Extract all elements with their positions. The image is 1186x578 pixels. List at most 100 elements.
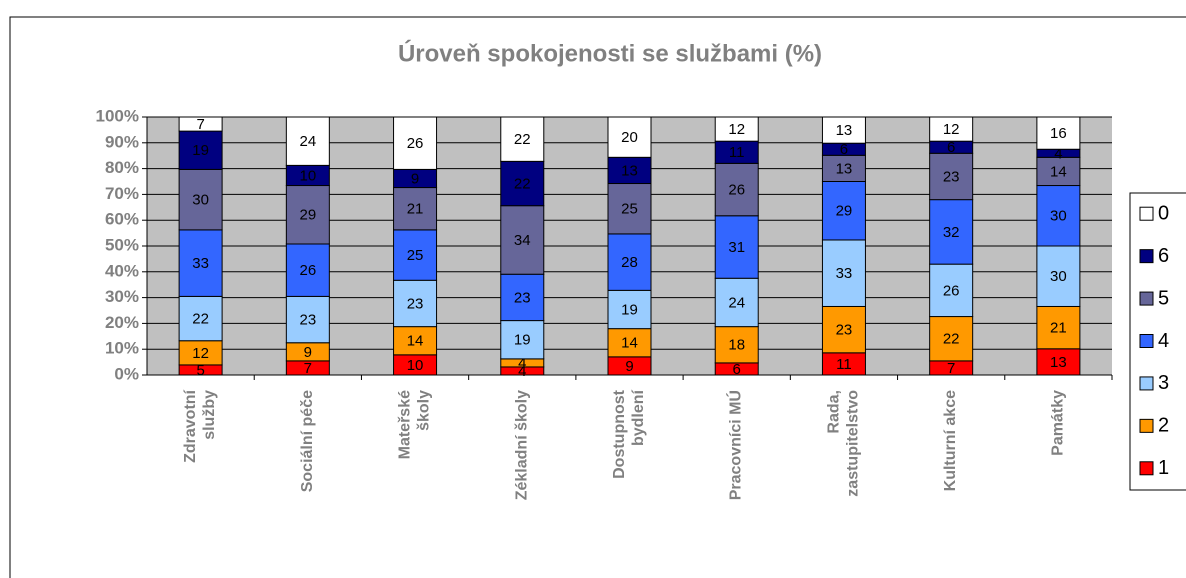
data-label: 7: [196, 116, 204, 133]
data-label: 24: [299, 133, 316, 150]
data-label: 22: [943, 331, 960, 348]
x-tick-label-line: Zékladní školy: [513, 390, 530, 500]
x-tick-label-line: Sociální péče: [299, 390, 316, 492]
y-tick-label: 10%: [105, 339, 139, 358]
bar-segment: [1036, 116, 1081, 150]
legend-label: 6: [1158, 245, 1169, 267]
legend-swatch: [1139, 376, 1154, 391]
data-label: 14: [1050, 163, 1067, 180]
data-label: 23: [514, 289, 531, 306]
legend-label: 4: [1158, 330, 1169, 352]
data-label: 33: [192, 255, 209, 272]
y-tick-label: 40%: [105, 261, 139, 280]
legend-swatch: [1139, 206, 1154, 221]
data-label: 23: [943, 168, 960, 185]
data-label: 13: [621, 162, 638, 179]
data-label: 22: [514, 175, 531, 192]
legend-label: 1: [1158, 457, 1169, 479]
bar-segment: [714, 116, 759, 142]
data-label: 5: [196, 362, 204, 379]
bar-segment: [929, 199, 974, 265]
x-tick-label: Památky: [1050, 390, 1067, 456]
data-label: 30: [1050, 208, 1067, 225]
legend-swatch: [1139, 418, 1154, 433]
data-label: 22: [514, 131, 531, 148]
data-label: 11: [729, 144, 745, 161]
data-label: 19: [514, 332, 531, 349]
data-label: 26: [728, 182, 745, 199]
bar-segment: [607, 183, 652, 235]
data-label: 24: [728, 294, 745, 311]
data-label: 23: [836, 322, 853, 339]
bar-segment: [178, 130, 223, 170]
bar-segment: [178, 116, 223, 132]
x-tick-label-line: Rada,: [826, 390, 843, 434]
data-label: 10: [407, 357, 424, 374]
bar-segment: [607, 156, 652, 185]
data-label: 33: [836, 265, 853, 282]
data-label: 25: [407, 247, 424, 264]
bar-segment: [714, 215, 759, 279]
y-tick-label: 0%: [114, 364, 139, 383]
data-label: 12: [192, 345, 209, 362]
bar-segment: [285, 116, 330, 166]
bar-segment: [929, 316, 974, 362]
bar-segment: [500, 205, 545, 275]
data-label: 28: [621, 254, 638, 271]
data-label: 9: [411, 170, 419, 187]
data-label: 29: [836, 203, 853, 220]
bar-segment: [285, 243, 330, 297]
x-tick-label-line: Památky: [1050, 390, 1067, 456]
x-tick-label: Kulturní akce: [942, 390, 959, 491]
y-tick-label: 90%: [105, 132, 139, 151]
bar-segment: [929, 152, 974, 201]
data-label: 29: [299, 207, 316, 224]
data-label: 12: [943, 121, 960, 138]
x-tick-label-line: Zdravotní: [182, 389, 199, 462]
bar-segment: [714, 326, 759, 364]
y-tick-label: 100%: [96, 106, 139, 125]
bar-segment: [1036, 305, 1081, 350]
legend-swatch: [1139, 334, 1154, 348]
data-label: 31: [728, 239, 745, 256]
data-label: 13: [836, 160, 853, 177]
bar-segment: [821, 305, 866, 354]
x-tick-label: Rada, zastupitelstvo: [826, 390, 862, 497]
data-label: 6: [840, 141, 848, 158]
x-tick-label: Mateřské školy: [397, 390, 433, 459]
data-label: 14: [621, 335, 638, 352]
data-label: 34: [514, 232, 531, 249]
data-label: 19: [621, 301, 638, 318]
data-label: 6: [947, 139, 955, 156]
data-label: 16: [1050, 125, 1067, 142]
bar-segment: [607, 116, 652, 158]
x-tick-label-line: Pracovníci MÚ: [726, 390, 745, 500]
data-label: 4: [518, 355, 526, 372]
x-tick-label-line: služby: [201, 390, 218, 440]
x-tick-label: Dostupnost bydlení: [611, 389, 647, 479]
x-tick-label: Pracovníci MÚ: [726, 390, 745, 500]
y-tick-label: 30%: [105, 287, 139, 306]
bar-segment: [714, 277, 759, 328]
x-tick-label: Zékladní školy: [513, 390, 530, 500]
bar-segment: [929, 116, 974, 142]
data-label: 11: [836, 356, 852, 373]
bar-segment: [393, 326, 438, 356]
x-tick-label-line: školy: [416, 390, 433, 431]
y-tick-label: 20%: [105, 313, 139, 332]
data-label: 23: [407, 295, 424, 312]
data-label: 22: [192, 311, 209, 328]
data-label: 26: [299, 262, 316, 279]
legend-swatch: [1139, 291, 1154, 306]
bar-segment: [714, 162, 759, 217]
x-tick-label: Zdravotní služby: [182, 389, 218, 462]
legend-label: 0: [1158, 202, 1169, 224]
data-label: 26: [407, 135, 424, 152]
data-label: 9: [304, 344, 312, 361]
chart-title: Úroveň spokojenosti se službami (%): [398, 39, 822, 67]
bar-segment: [821, 239, 866, 307]
bar-segment: [1036, 156, 1081, 187]
data-label: 21: [407, 201, 424, 218]
x-tick-label: Sociální péče: [299, 390, 316, 492]
legend-label: 3: [1158, 372, 1169, 394]
